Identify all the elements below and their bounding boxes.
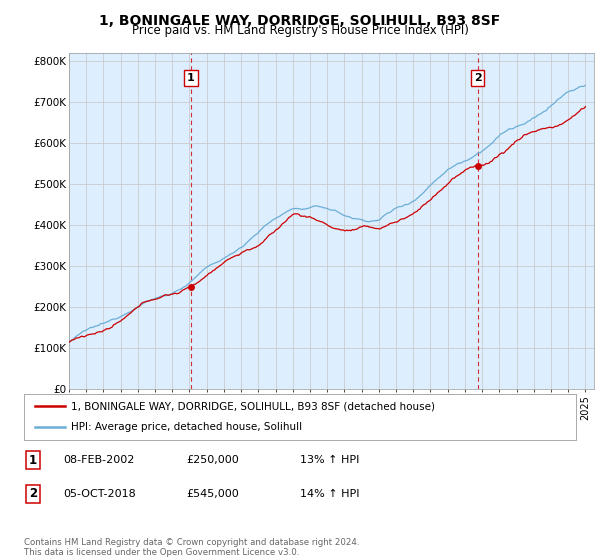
Text: 1: 1 [29,454,37,467]
Text: 2: 2 [474,73,482,83]
Text: £250,000: £250,000 [186,455,239,465]
Text: 1, BONINGALE WAY, DORRIDGE, SOLIHULL, B93 8SF (detached house): 1, BONINGALE WAY, DORRIDGE, SOLIHULL, B9… [71,401,435,411]
Text: 1, BONINGALE WAY, DORRIDGE, SOLIHULL, B93 8SF: 1, BONINGALE WAY, DORRIDGE, SOLIHULL, B9… [100,14,500,28]
Text: HPI: Average price, detached house, Solihull: HPI: Average price, detached house, Soli… [71,422,302,432]
Text: 05-OCT-2018: 05-OCT-2018 [63,489,136,499]
Text: 14% ↑ HPI: 14% ↑ HPI [300,489,359,499]
Text: Price paid vs. HM Land Registry's House Price Index (HPI): Price paid vs. HM Land Registry's House … [131,24,469,36]
Text: 2: 2 [29,487,37,501]
Text: 13% ↑ HPI: 13% ↑ HPI [300,455,359,465]
Text: 1: 1 [187,73,195,83]
Text: £545,000: £545,000 [186,489,239,499]
Text: 08-FEB-2002: 08-FEB-2002 [63,455,134,465]
Text: Contains HM Land Registry data © Crown copyright and database right 2024.
This d: Contains HM Land Registry data © Crown c… [24,538,359,557]
